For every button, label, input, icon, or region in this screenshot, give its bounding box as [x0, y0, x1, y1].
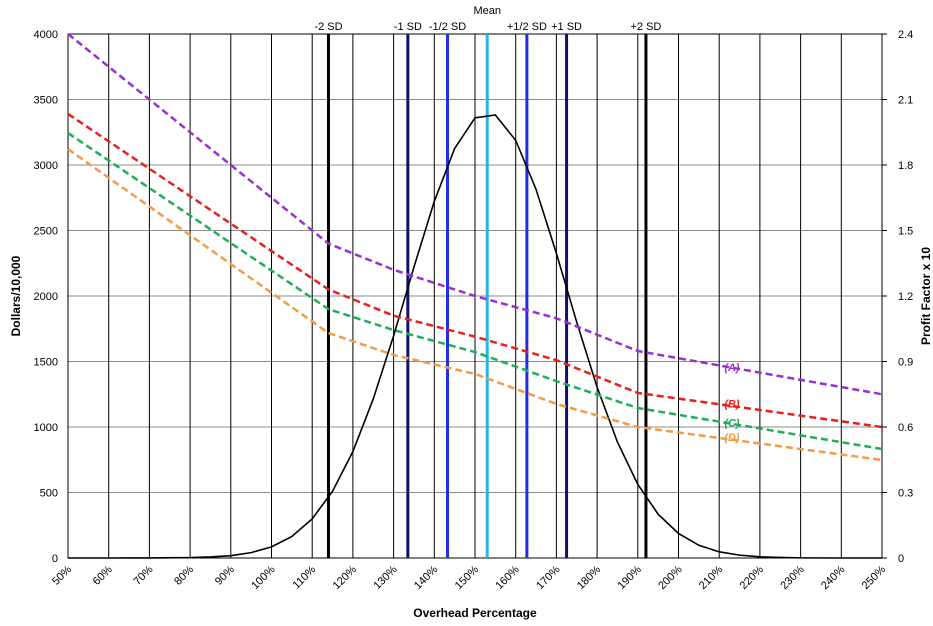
x-tick-label: 110% [291, 563, 319, 591]
sd-label: -2 SD [314, 21, 342, 33]
y-tick-label: 3000 [34, 160, 58, 172]
x-tick-label: 150% [453, 563, 482, 592]
y-tick-label: 1000 [34, 422, 58, 434]
x-tick-label: 200% [656, 563, 685, 592]
x-tick-label: 240% [819, 563, 848, 592]
x-tick-label: 70% [131, 563, 155, 587]
x-tick-label: 160% [493, 563, 522, 592]
x-tick-label: 180% [575, 563, 604, 592]
curve [68, 114, 882, 559]
plot-border [67, 33, 883, 559]
y2-tick-label: 0.9 [898, 357, 913, 369]
y2-tick-label: 0.3 [898, 488, 913, 500]
y-axis-label: Dollars/10,000 [9, 255, 23, 336]
x-tick-label: 130% [371, 563, 400, 592]
y-tick-label: 2000 [34, 291, 58, 303]
y-tick-label: 500 [40, 488, 58, 500]
sd-label: Mean [473, 5, 501, 17]
y-tick-label: 2500 [34, 226, 58, 238]
x-tick-label: 60% [91, 563, 115, 587]
x-tick-label: 50% [50, 563, 74, 587]
y-tick-label: 3500 [34, 95, 58, 107]
sd-label: +1 SD [551, 21, 582, 33]
x-tick-label: 220% [738, 563, 767, 592]
y2-tick-label: 0 [898, 553, 904, 565]
series-label: (C) [724, 418, 740, 430]
dashed-line [67, 112, 883, 429]
y2-axis-label: Profit Factor x 10 [919, 247, 933, 345]
x-tick-label: 120% [331, 563, 360, 592]
series-label: (B) [724, 398, 740, 410]
sd-label: +1/2 SD [507, 21, 547, 33]
y2-tick-label: 1.8 [898, 160, 913, 172]
y2-tick-label: 0.6 [898, 422, 913, 434]
x-tick-label: 80% [172, 563, 196, 587]
y-tick-label: 0 [52, 553, 58, 565]
x-axis-label: Overhead Percentage [413, 606, 537, 620]
sd-label: -1/2 SD [429, 21, 466, 33]
sd-label: +2 SD [630, 21, 661, 33]
y2-tick-label: 1.5 [898, 226, 913, 238]
y2-tick-label: 1.2 [898, 291, 913, 303]
x-tick-label: 90% [213, 563, 237, 587]
series-label: (A) [724, 362, 740, 374]
x-tick-label: 100% [249, 563, 278, 592]
y-tick-label: 4000 [34, 29, 58, 41]
x-tick-label: 140% [412, 563, 441, 592]
x-tick-label: 250% [860, 563, 889, 592]
dashed-line [67, 147, 883, 462]
y2-tick-label: 2.1 [898, 95, 913, 107]
series-label: (D) [724, 432, 740, 444]
sd-label: -1 SD [394, 21, 422, 33]
x-tick-label: 190% [616, 563, 645, 592]
x-tick-label: 230% [778, 563, 807, 592]
dashed-line [67, 33, 883, 396]
x-tick-label: 210% [697, 563, 726, 592]
x-tick-label: 170% [534, 563, 563, 592]
dashed-line [67, 132, 883, 451]
y2-tick-label: 2.4 [898, 29, 913, 41]
y-tick-label: 1500 [34, 357, 58, 369]
